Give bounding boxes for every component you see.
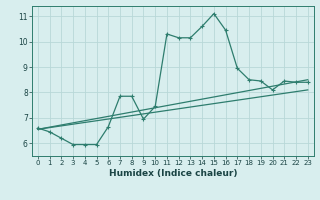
X-axis label: Humidex (Indice chaleur): Humidex (Indice chaleur) — [108, 169, 237, 178]
